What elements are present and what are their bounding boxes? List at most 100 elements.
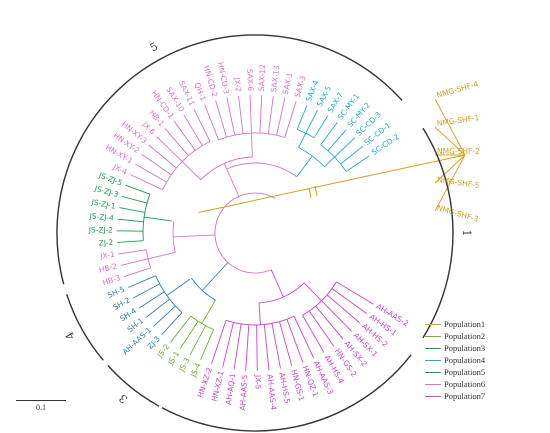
- tip-branch: [320, 122, 338, 146]
- legend: Population1 Population2 Population3 Popu…: [425, 318, 485, 402]
- legend-swatch-1: [425, 323, 441, 325]
- stem-branch: [270, 269, 284, 298]
- tip-branch: [128, 275, 156, 288]
- tip-label: JS-ZJ-4: [88, 211, 114, 223]
- tip-branch: [340, 146, 363, 165]
- legend-item-6: Population6: [425, 378, 485, 390]
- tip-branch: [117, 240, 144, 243]
- legend-item-4: Population4: [425, 354, 485, 366]
- tip-branch: [161, 312, 183, 336]
- tip-label: JS-ZJ-1: [90, 197, 117, 211]
- tip-branch: [308, 310, 335, 347]
- tip-branch: [434, 154, 466, 184]
- legend-label-7: Population7: [444, 391, 486, 401]
- legend-item-3: Population3: [425, 342, 485, 354]
- tip-label: JS-4: [188, 361, 202, 379]
- tip-branch: [327, 129, 347, 151]
- tip-branch: [121, 195, 148, 204]
- tip-branch: [315, 305, 344, 340]
- tip-branch: [302, 315, 325, 353]
- tip-label: JX-5: [253, 374, 262, 390]
- tip-branch: [259, 95, 263, 134]
- tip-label: JX-1: [99, 250, 116, 261]
- branch-break-mark: [314, 185, 318, 197]
- tip-branch: [183, 114, 203, 146]
- tip-branch: [215, 100, 227, 138]
- group-arc-4: [66, 293, 104, 361]
- stem-branch: [324, 156, 335, 168]
- tip-branch: [271, 323, 281, 369]
- tip-branch: [296, 105, 308, 130]
- tip-branch: [120, 258, 149, 266]
- tip-label: JS-ZJ-3: [93, 184, 120, 199]
- tip-label: SAX-12: [257, 64, 267, 92]
- tip-branch: [156, 136, 183, 162]
- stem-branch: [181, 161, 202, 181]
- tip-branch: [135, 163, 167, 183]
- scale-line: [16, 400, 66, 401]
- tip-label: NMG-SHF-5: [436, 175, 480, 190]
- tip-branch: [179, 320, 199, 350]
- tip-branch: [226, 97, 236, 136]
- tip-branch: [123, 267, 151, 278]
- group-arc-1: [422, 127, 454, 339]
- tip-branch: [233, 323, 242, 370]
- tip-branch: [193, 109, 211, 142]
- tip-branch: [434, 126, 466, 156]
- tip-branch: [263, 324, 270, 371]
- tip-branch: [305, 109, 319, 134]
- group-label-5: 5: [148, 40, 160, 55]
- stem-branch: [201, 262, 229, 291]
- tip-branch: [138, 291, 165, 309]
- legend-label-3: Population3: [444, 343, 486, 353]
- tip-label: JS-ZJ-2: [88, 225, 114, 234]
- tip-label: NMG-SHF-4: [436, 79, 480, 100]
- legend-label-2: Population2: [444, 331, 486, 341]
- tip-branch: [153, 305, 176, 327]
- tip-branch: [331, 288, 368, 315]
- tip-branch: [133, 283, 160, 299]
- tip-branch: [293, 316, 315, 359]
- tip-branch: [125, 184, 151, 195]
- tip-label: ZJ-2: [98, 238, 113, 248]
- tip-branch: [434, 98, 466, 156]
- tip-branch: [204, 104, 219, 141]
- tip-branch: [173, 120, 196, 151]
- clade-arc: [190, 315, 214, 330]
- legend-swatch-6: [425, 383, 441, 385]
- legend-label-1: Population1: [444, 319, 486, 329]
- population-arcs: 12345: [56, 34, 473, 433]
- tip-label: NMG-SHF-3: [436, 203, 480, 224]
- tip-label: SAX-1: [281, 71, 295, 95]
- clade-arc: [200, 156, 253, 181]
- tip-branch: [279, 321, 293, 367]
- group-arc-2: [161, 354, 412, 432]
- tip-branch: [267, 96, 274, 134]
- tip-branch: [245, 324, 250, 371]
- scale-label: 0.1: [36, 403, 46, 412]
- branch-break-mark: [308, 187, 312, 198]
- tip-label: AH-AAS-5: [238, 374, 249, 411]
- tip-branch: [313, 115, 329, 139]
- tip-label: JX-4: [111, 162, 129, 177]
- stem-branch: [201, 299, 216, 324]
- tip-labels: NMG-SHF-4 NMG-SHF-1 NMG-SHF-2 NMG-SHF-5 NMG-…: [88, 61, 481, 411]
- tree-branches: [116, 95, 466, 372]
- tip-branch: [189, 325, 206, 356]
- tip-branch: [326, 294, 360, 324]
- tip-branch: [141, 153, 172, 176]
- legend-item-2: Population2: [425, 330, 485, 342]
- legend-swatch-4: [425, 359, 441, 361]
- tip-branch: [129, 174, 163, 191]
- tip-branch: [345, 155, 370, 172]
- legend-label-6: Population6: [444, 379, 486, 389]
- legend-swatch-5: [425, 371, 441, 373]
- backbone-arc: [214, 192, 276, 274]
- tip-label: HB-2: [98, 261, 118, 274]
- tip-branch: [334, 137, 356, 158]
- tip-branch: [276, 98, 286, 136]
- tip-label: SAX-13: [269, 65, 282, 93]
- stem-branch: [251, 133, 253, 158]
- tip-branch: [336, 281, 374, 305]
